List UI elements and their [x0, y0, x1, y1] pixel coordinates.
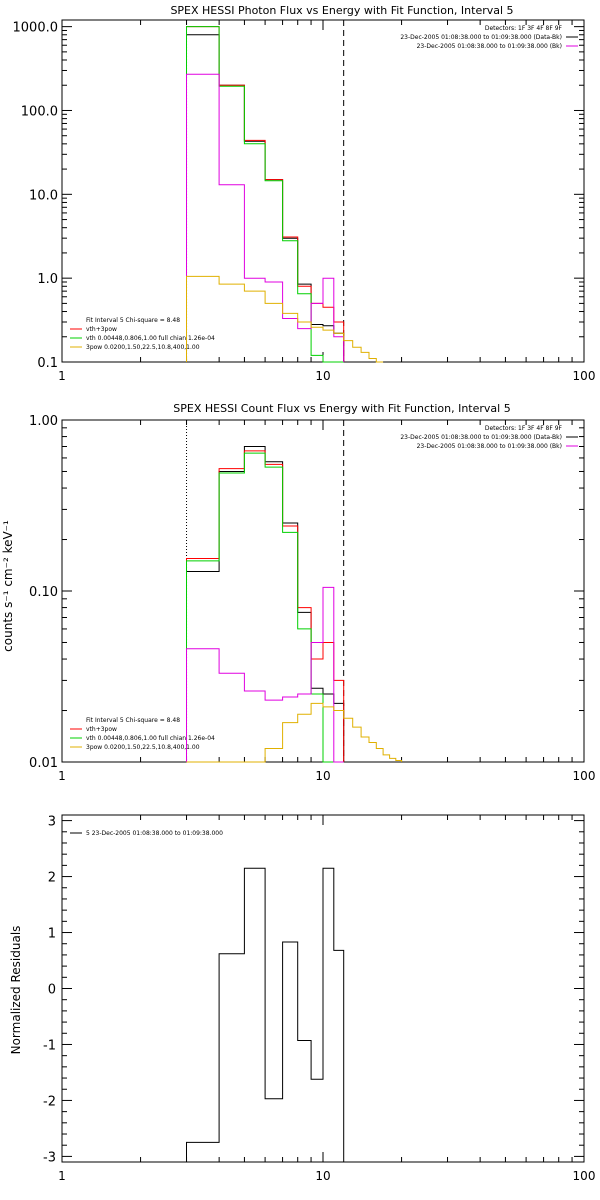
legend-entry: 23-Dec-2005 01:08:38.000 to 01:09:38.000… [400, 34, 562, 41]
series-line [186, 275, 384, 363]
y-tick-label: 0 [48, 983, 56, 998]
legend-entry: Fit Interval 5 Chi-square = 8.48 [86, 717, 180, 724]
legend-entry: vth 0.00448,0.806,1.00 full chian 1.26e-… [86, 335, 215, 342]
x-tick-label: 10 [315, 1169, 330, 1183]
series-line [186, 26, 345, 362]
y-tick-label: 2 [48, 871, 56, 886]
y-tick-label: 1.0 [37, 272, 58, 287]
legend-right: Detectors: 1F 3F 4F 8F 9F 23-Dec-2005 01:… [400, 25, 578, 50]
axis-ticks: 1 10 100 -3 -2 -1 0 1 2 3 [43, 815, 595, 1183]
legend-entry: 23-Dec-2005 01:08:38.000 to 01:09:38.000… [417, 43, 562, 50]
y-tick-label: 1 [48, 927, 56, 942]
series-line [186, 702, 403, 763]
series-lines [186, 867, 345, 1162]
legend-entry: Detectors: 1F 3F 4F 8F 9F [485, 425, 563, 432]
photon-flux-panel: SPEX HESSI Photon Flux vs Energy with Fi… [13, 4, 596, 383]
x-tick-label: 10 [315, 369, 330, 383]
x-tick-label: 1 [58, 769, 66, 783]
y-tick-label: 0.01 [29, 756, 58, 771]
legend-entry: Fit Interval 5 Chi-square = 8.48 [86, 317, 180, 324]
legend-entry: 5 23-Dec-2005 01:08:38.000 to 01:09:38.0… [86, 830, 223, 837]
y-tick-label: 0.10 [29, 585, 58, 600]
count-flux-panel: SPEX HESSI Count Flux vs Energy with Fit… [1, 402, 595, 783]
y-tick-label: 1000.0 [13, 21, 59, 36]
series-line [186, 446, 345, 762]
vertical-reference-lines [186, 420, 345, 762]
series-line [186, 586, 344, 763]
plot-frame [61, 19, 585, 363]
panel-title: SPEX HESSI Photon Flux vs Energy with Fi… [170, 4, 513, 17]
panel-title: SPEX HESSI Count Flux vs Energy with Fit… [173, 402, 510, 415]
x-tick-label: 10 [315, 769, 330, 783]
series-line [186, 26, 344, 363]
axis-ticks: 1 10 100 0.1 1.0 10.0 100.0 1000.0 [13, 20, 596, 383]
axis-ticks: 1 10 100 0.01 0.10 1.00 [29, 414, 595, 783]
y-tick-label: 3 [48, 815, 56, 830]
y-tick-label: 100.0 [21, 104, 58, 119]
y-tick-label: -3 [43, 1150, 56, 1165]
legend-entry: 3pow 0.0200,1.50,22.5,10.8,400,1.00 [86, 344, 200, 351]
y-tick-label: 1.00 [29, 414, 58, 429]
y-tick-label: 0.1 [37, 356, 58, 371]
vertical-reference-lines [186, 20, 345, 362]
series-line [186, 450, 345, 762]
series-line [186, 34, 345, 362]
legend-right: Detectors: 1F 3F 4F 8F 9F 23-Dec-2005 01:… [400, 425, 578, 450]
legend-left: Fit Interval 5 Chi-square = 8.48 vth+3pow… [70, 317, 215, 351]
series-line [186, 867, 345, 1162]
x-tick-label: 100 [573, 1169, 596, 1183]
legend-left: Fit Interval 5 Chi-square = 8.48 vth+3pow… [70, 717, 215, 751]
series-line [186, 73, 345, 362]
x-tick-label: 1 [58, 1169, 66, 1183]
legend-entry: 23-Dec-2005 01:08:38.000 to 01:09:38.000… [417, 443, 562, 450]
legend-entry: vth 0.00448,0.806,1.00 full chian 1.26e-… [86, 735, 215, 742]
x-tick-label: 100 [573, 769, 596, 783]
y-tick-label: -1 [43, 1038, 56, 1053]
y-axis-label: counts s⁻¹ cm⁻² keV⁻¹ [1, 520, 15, 652]
series-lines [186, 26, 384, 363]
legend-left: 5 23-Dec-2005 01:08:38.000 to 01:09:38.0… [70, 830, 223, 837]
x-tick-label: 100 [573, 369, 596, 383]
x-tick-label: 1 [58, 369, 66, 383]
legend-entry: vth+3pow [86, 326, 117, 333]
legend-entry: vth+3pow [86, 726, 117, 733]
legend-entry: 23-Dec-2005 01:08:38.000 to 01:09:38.000… [400, 434, 562, 441]
y-axis-label: Normalized Residuals [9, 926, 23, 1055]
y-tick-label: 10.0 [29, 188, 58, 203]
y-tick-label: -2 [43, 1094, 56, 1109]
series-line [186, 452, 344, 763]
series-lines [186, 446, 403, 763]
legend-entry: Detectors: 1F 3F 4F 8F 9F [485, 25, 563, 32]
residuals-panel: Normalized Residuals 1 10 100 -3 -2 -1 0 1 2 3 5 … [9, 814, 595, 1183]
legend-entry: 3pow 0.0200,1.50,22.5,10.8,400,1.00 [86, 744, 200, 751]
